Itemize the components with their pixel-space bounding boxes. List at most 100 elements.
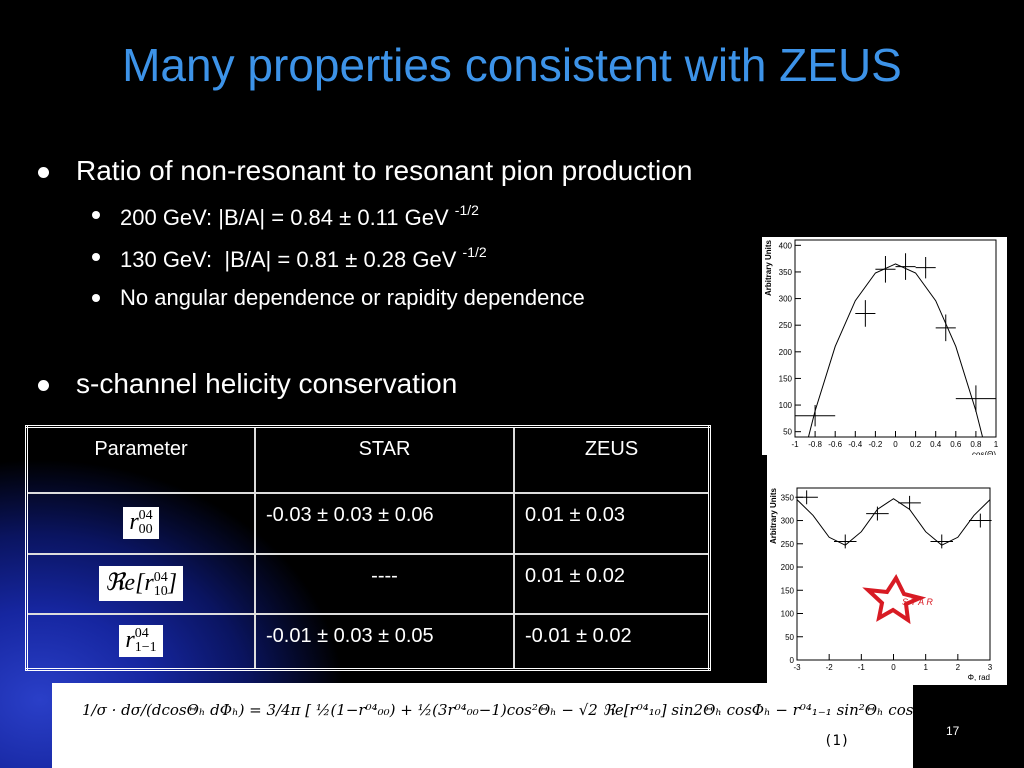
x-tick-label: -1 — [791, 440, 799, 449]
superscript: -1/2 — [454, 202, 479, 218]
cell: -0.01 ± 0.02 — [513, 612, 711, 671]
y-tick-label: 100 — [779, 401, 793, 410]
sub: 1−1 — [134, 640, 157, 656]
indices: 04 1−1 — [135, 627, 157, 655]
star-logo — [862, 573, 927, 625]
data-point — [969, 513, 992, 528]
y-tick-label: 100 — [781, 610, 795, 619]
fit-curve — [797, 498, 990, 546]
formula-box: 1/σ · dσ/(dcosΘₕ dΦₕ) = 3/4π [ ½(1−r⁰⁴₀₀… — [52, 683, 952, 768]
y-tick-label: 300 — [781, 517, 795, 526]
x-tick-label: 0 — [893, 440, 898, 449]
y-axis-label: Arbitrary Units — [769, 487, 778, 544]
data-point — [855, 300, 876, 327]
x-tick-label: 0 — [891, 663, 896, 672]
x-axis-label: cos(Θ) — [972, 450, 996, 455]
x-tick-label: 2 — [956, 663, 961, 672]
equation-number: (1) — [824, 733, 850, 749]
y-tick-label: 200 — [781, 563, 795, 572]
sub-bullet: 130 GeV: |B/A| = 0.81 ± 0.28 GeV -1/2 — [120, 244, 487, 273]
prefix: ℜe[ — [104, 570, 145, 597]
x-tick-label: 0.8 — [970, 440, 982, 449]
x-tick-label: -3 — [793, 663, 801, 672]
x-tick-label: 0.6 — [950, 440, 962, 449]
sub: 00 — [138, 522, 153, 538]
cell: 0.01 ± 0.02 — [513, 552, 711, 615]
x-tick-label: 0.2 — [910, 440, 922, 449]
sup: 04 — [134, 626, 149, 642]
y-tick-label: 250 — [781, 540, 795, 549]
y-tick-label: 0 — [790, 656, 795, 665]
data-point — [930, 534, 954, 549]
header-cell: STAR — [254, 425, 515, 494]
bullet-dot — [92, 294, 100, 302]
data-point — [935, 314, 956, 342]
suffix: ] — [167, 570, 178, 597]
x-tick-label: -2 — [826, 663, 834, 672]
cell: ---- — [254, 552, 515, 615]
bullet-dot — [38, 167, 49, 178]
param-cell: ℜe[r04 10] — [25, 552, 256, 615]
math: r04 1−1 — [119, 625, 163, 658]
data-point — [955, 385, 996, 412]
bullet: s-channel helicity conservation — [76, 368, 458, 399]
plot-phi: 0 50 100 150 200 250 300 350 -3 -2 -1 0 1 2 3Φ, rad Arb… — [767, 455, 1007, 685]
x-tick-label: 1 — [923, 663, 928, 672]
parameter-table: Parameter STAR ZEUS r04 00 -0.03 ± 0.03 ±… — [25, 425, 711, 671]
data-point — [866, 506, 889, 521]
data-point — [915, 257, 936, 279]
fit-curve — [807, 263, 984, 437]
bullet-dot — [92, 253, 100, 261]
bullet: Ratio of non-resonant to resonant pion p… — [76, 155, 693, 186]
legend-label: S T A R — [902, 597, 933, 607]
sub-bullet: No angular dependence or rapidity depend… — [120, 285, 585, 310]
superscript: -1/2 — [462, 244, 487, 260]
page-number: 17 — [946, 724, 960, 738]
y-tick-label: 50 — [783, 428, 792, 437]
bullet-dot — [38, 380, 49, 391]
y-tick-label: 50 — [785, 633, 794, 642]
x-tick-label: 3 — [988, 663, 993, 672]
x-tick-label: -1 — [858, 663, 866, 672]
symbol: r — [144, 570, 154, 597]
y-tick-label: 150 — [779, 374, 793, 383]
param-cell: r04 00 — [25, 491, 256, 555]
data-point — [895, 253, 916, 280]
y-tick-label: 350 — [781, 493, 795, 502]
sup: 04 — [153, 569, 168, 585]
indices: 04 10 — [153, 569, 168, 599]
cell: -0.01 ± 0.03 ± 0.05 — [254, 612, 515, 671]
data-point — [898, 495, 921, 510]
y-tick-label: 150 — [781, 586, 795, 595]
cell: 0.01 ± 0.03 — [513, 491, 711, 555]
data-point — [875, 255, 896, 283]
y-tick-label: 300 — [779, 295, 793, 304]
formula: 1/σ · dσ/(dcosΘₕ dΦₕ) = 3/4π [ ½(1−r⁰⁴₀₀… — [82, 701, 953, 719]
sub: 10 — [153, 583, 168, 599]
plot-cos-theta: 50 100 150 200 250 300 350 400 -1 -0.8 -0.6 -0.4 -0.… — [762, 237, 1007, 455]
sub-bullet-text: 130 GeV: |B/A| = 0.81 ± 0.28 GeV — [120, 247, 457, 272]
x-tick-label: -0.2 — [869, 440, 883, 449]
data-point — [795, 405, 836, 427]
x-tick-label: 1 — [994, 440, 999, 449]
sub-bullet-text: 200 GeV: |B/A| = 0.84 ± 0.11 GeV — [120, 205, 449, 230]
symbol: r — [125, 627, 135, 653]
bullet-dot — [92, 211, 100, 219]
y-tick-label: 400 — [779, 241, 793, 250]
sub-bullet: 200 GeV: |B/A| = 0.84 ± 0.11 GeV -1/2 — [120, 202, 479, 231]
x-tick-label: 0.4 — [930, 440, 942, 449]
math: ℜe[r04 10] — [98, 566, 184, 601]
y-tick-label: 200 — [779, 348, 793, 357]
x-tick-label: -0.4 — [848, 440, 862, 449]
math: r04 00 — [123, 506, 159, 540]
header-cell: Parameter — [25, 425, 256, 494]
header-cell: ZEUS — [513, 425, 711, 494]
sup: 04 — [138, 508, 153, 524]
data-point — [833, 534, 857, 549]
axes-frame — [796, 487, 991, 661]
x-tick-label: -0.6 — [828, 440, 842, 449]
indices: 04 00 — [139, 509, 153, 537]
slide-title: Many properties consistent with ZEUS — [122, 39, 902, 91]
symbol: r — [129, 508, 139, 535]
